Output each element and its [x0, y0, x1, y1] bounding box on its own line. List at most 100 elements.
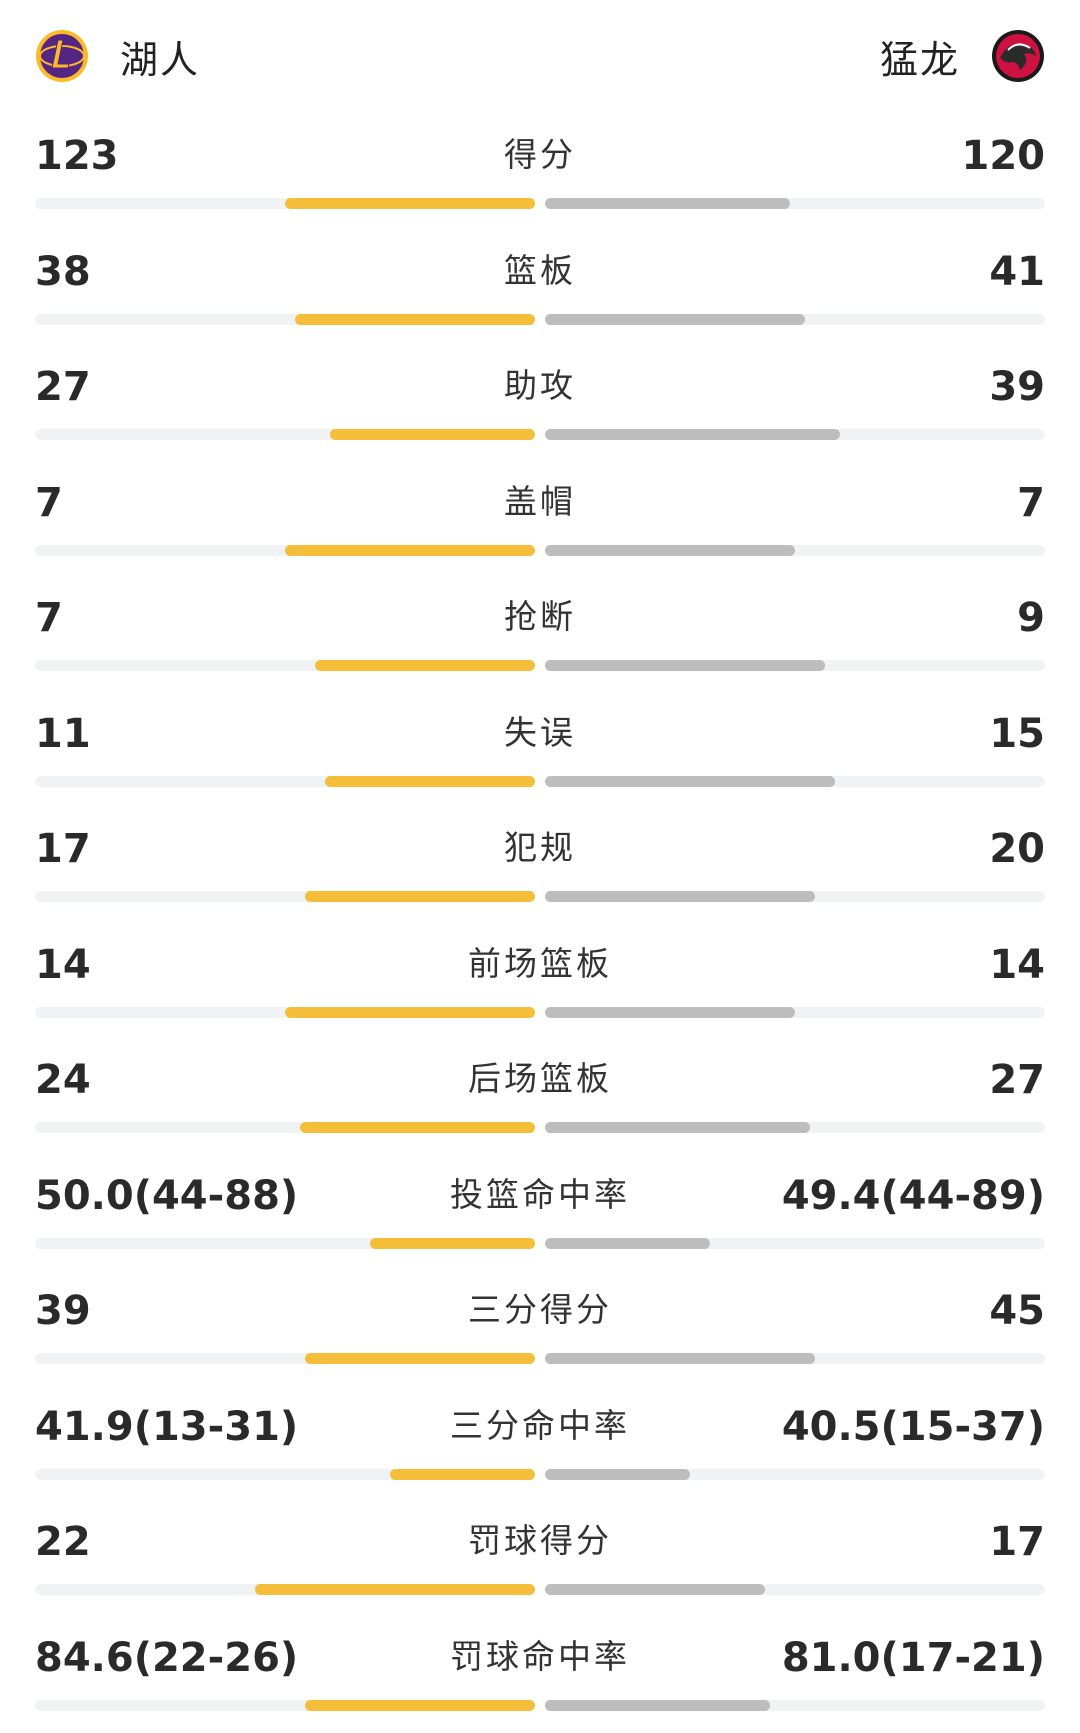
away-stat-value: 120: [962, 136, 1046, 176]
away-stat-bar: [545, 1122, 810, 1133]
raptors-logo-icon: [990, 28, 1046, 84]
away-bar-track: [545, 314, 1045, 325]
home-bar-track: [35, 1238, 535, 1249]
away-stat-value: 81.0(17-21): [782, 1638, 1045, 1678]
away-stat-bar: [545, 545, 795, 556]
stat-label: 篮板: [0, 254, 1080, 287]
home-stat-bar: [325, 776, 535, 787]
home-bar-track: [35, 1353, 535, 1364]
away-bar-track: [545, 776, 1045, 787]
away-stat-value: 40.5(15-37): [782, 1407, 1045, 1447]
away-stat-bar: [545, 660, 825, 671]
away-stat-bar: [545, 429, 840, 440]
home-stat-bar: [315, 660, 535, 671]
home-stat-bar: [305, 1353, 535, 1364]
away-stat-value: 41: [989, 252, 1045, 292]
away-stat-bar: [545, 1584, 765, 1595]
home-team[interactable]: 湖人: [34, 22, 200, 90]
away-stat-value: 20: [989, 829, 1045, 869]
away-bar-track: [545, 429, 1045, 440]
home-stat-bar: [295, 314, 535, 325]
away-bar-track: [545, 1122, 1045, 1133]
away-bar-track: [545, 1238, 1045, 1249]
away-stat-bar: [545, 1469, 690, 1480]
home-bar-track: [35, 660, 535, 671]
stat-label: 助攻: [0, 369, 1080, 402]
home-stat-bar: [305, 891, 535, 902]
away-bar-track: [545, 891, 1045, 902]
home-bar-track: [35, 891, 535, 902]
away-stat-value: 39: [989, 367, 1045, 407]
stat-label: 前场篮板: [0, 947, 1080, 980]
stat-label: 抢断: [0, 600, 1080, 633]
stat-label: 后场篮板: [0, 1062, 1080, 1095]
home-stat-bar: [285, 545, 535, 556]
home-stat-bar: [285, 198, 535, 209]
away-bar-track: [545, 1007, 1045, 1018]
away-bar-track: [545, 545, 1045, 556]
away-bar-track: [545, 1584, 1045, 1595]
home-stat-bar: [330, 429, 535, 440]
home-bar-track: [35, 198, 535, 209]
stat-label: 盖帽: [0, 485, 1080, 518]
home-stat-bar: [305, 1700, 535, 1711]
home-bar-track: [35, 314, 535, 325]
home-bar-track: [35, 1469, 535, 1480]
away-stat-bar: [545, 314, 805, 325]
home-bar-track: [35, 1584, 535, 1595]
away-stat-value: 7: [1017, 483, 1045, 523]
away-stat-bar: [545, 1238, 710, 1249]
away-stat-bar: [545, 1700, 770, 1711]
stat-label: 犯规: [0, 831, 1080, 864]
away-bar-track: [545, 1353, 1045, 1364]
home-bar-track: [35, 776, 535, 787]
away-bar-track: [545, 1469, 1045, 1480]
away-bar-track: [545, 198, 1045, 209]
away-stat-bar: [545, 1007, 795, 1018]
away-stat-bar: [545, 198, 790, 209]
stat-label: 罚球得分: [0, 1524, 1080, 1557]
home-bar-track: [35, 1122, 535, 1133]
away-stat-value: 15: [989, 714, 1045, 754]
matchup-header: 湖人 猛龙: [0, 0, 1080, 110]
away-stat-value: 49.4(44-89): [782, 1176, 1045, 1216]
away-stat-value: 9: [1017, 598, 1045, 638]
home-bar-track: [35, 545, 535, 556]
away-team[interactable]: 猛龙: [880, 22, 1046, 90]
away-stat-value: 45: [989, 1291, 1045, 1331]
home-bar-track: [35, 1007, 535, 1018]
home-team-name: 湖人: [120, 29, 200, 84]
away-stat-bar: [545, 891, 815, 902]
home-stat-bar: [255, 1584, 535, 1595]
home-stat-bar: [285, 1007, 535, 1018]
away-stat-bar: [545, 1353, 815, 1364]
away-stat-value: 14: [989, 945, 1045, 985]
away-stat-value: 27: [989, 1060, 1045, 1100]
away-bar-track: [545, 1700, 1045, 1711]
away-stat-value: 17: [989, 1522, 1045, 1562]
away-stat-bar: [545, 776, 835, 787]
lakers-logo-icon: [34, 28, 90, 84]
home-bar-track: [35, 429, 535, 440]
home-bar-track: [35, 1700, 535, 1711]
home-stat-bar: [300, 1122, 535, 1133]
home-stat-bar: [390, 1469, 535, 1480]
away-bar-track: [545, 660, 1045, 671]
stat-label: 失误: [0, 716, 1080, 749]
stat-label: 得分: [0, 138, 1080, 171]
home-stat-bar: [370, 1238, 535, 1249]
